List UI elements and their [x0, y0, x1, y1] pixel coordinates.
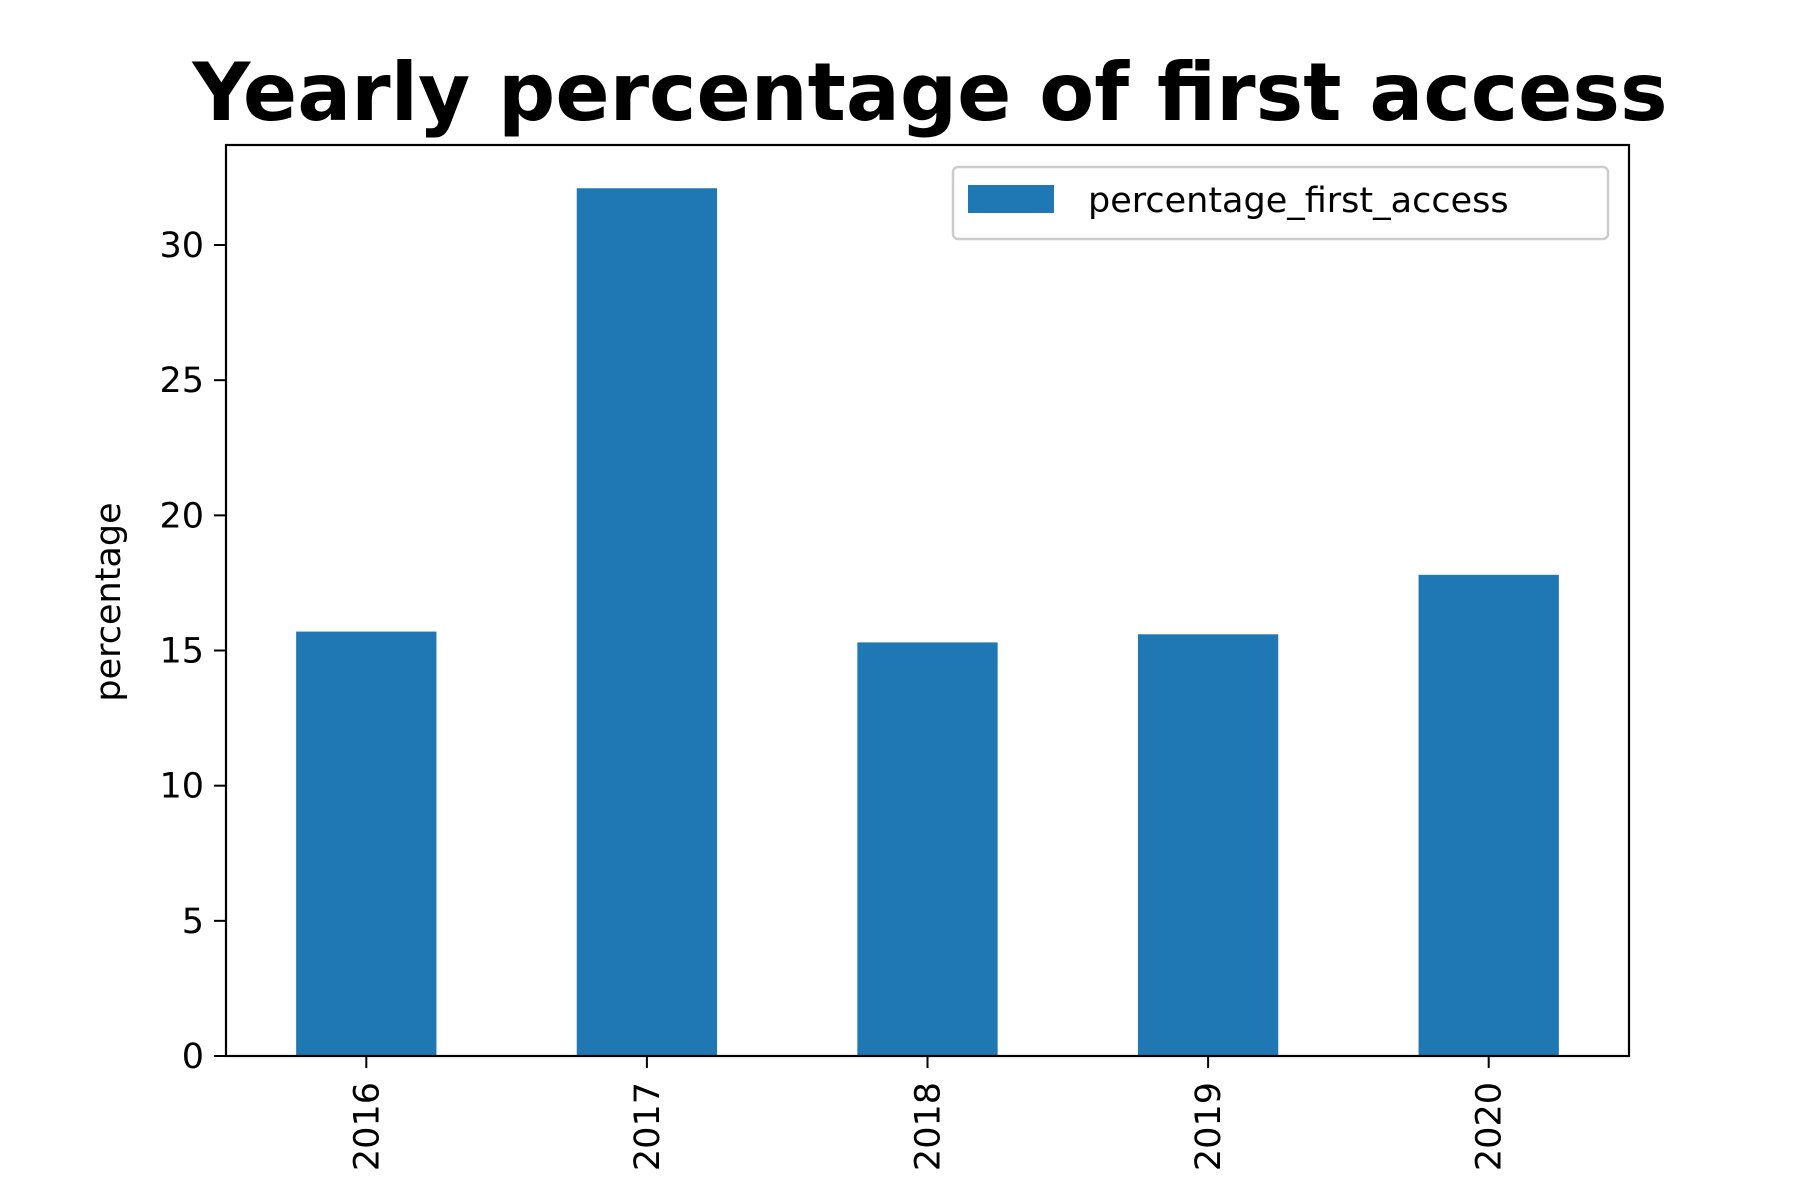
bar-2016	[296, 631, 437, 1056]
legend-box	[951, 165, 1610, 241]
y-tick-label: 0	[182, 1037, 204, 1077]
plot-area: 0 5 10 15 20 25 30 2016 2017 2018 2019 2020	[159, 188, 1559, 1171]
x-tick-label: 2018	[909, 1082, 949, 1171]
y-tick-label: 30	[159, 226, 204, 266]
bar-2020	[1418, 574, 1559, 1056]
legend: percentage_first_access	[951, 165, 1610, 241]
y-tick-label: 25	[159, 361, 204, 401]
y-tick-label: 15	[159, 632, 204, 672]
x-tick-label: 2016	[347, 1082, 387, 1171]
legend-label: percentage_first_access	[1088, 181, 1509, 221]
bar-2019	[1137, 634, 1279, 1056]
bar-2017	[576, 188, 718, 1057]
y-axis-label: percentage	[89, 502, 129, 701]
chart-title: Yearly percentage of first access	[191, 46, 1667, 139]
plot-frame	[224, 143, 1631, 1058]
x-tick-label: 2017	[628, 1082, 668, 1171]
x-tick-label: 2019	[1189, 1082, 1229, 1171]
x-tick-label: 2020	[1470, 1082, 1510, 1171]
bar-2018	[857, 642, 998, 1056]
legend-swatch	[968, 185, 1054, 213]
y-tick-label: 5	[182, 902, 204, 942]
y-tick-label: 10	[159, 767, 204, 807]
y-tick-label: 20	[159, 496, 204, 536]
